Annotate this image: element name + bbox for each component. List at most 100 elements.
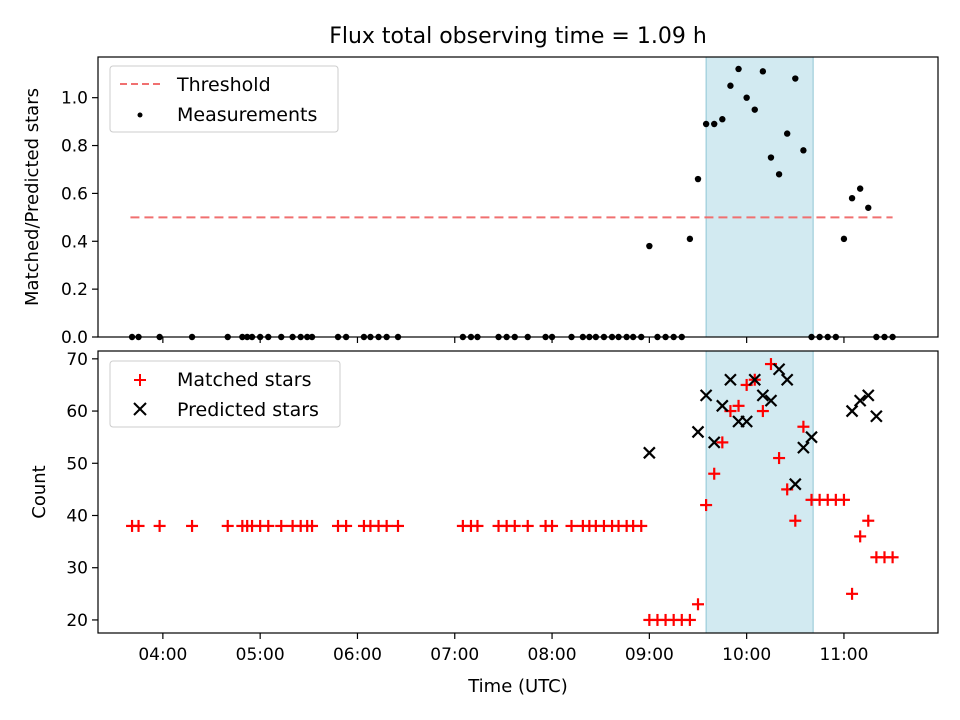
matched-star-point <box>837 493 850 506</box>
predicted-star-point <box>716 399 729 413</box>
predicted-star-point <box>707 436 721 449</box>
predicted-star-point <box>789 477 802 491</box>
measurement-point <box>889 333 896 341</box>
measurement-point <box>256 333 264 341</box>
measurement-point <box>568 333 575 341</box>
top-highlight-span <box>705 56 814 338</box>
predicted-star-point <box>805 430 818 444</box>
top-ytick-label: 0.2 <box>61 280 88 300</box>
measurement-point <box>156 333 163 341</box>
top-ytick-label: 0.6 <box>61 184 88 204</box>
measurement-point <box>459 333 467 341</box>
legend-predicted-swatch <box>133 402 147 416</box>
measurement-point <box>375 333 382 341</box>
matched-star-point <box>521 519 534 532</box>
measurement-point <box>334 333 342 341</box>
measurement-point <box>694 175 702 183</box>
predicted-star-point <box>845 404 859 418</box>
legend-predicted-label: Predicted stars <box>177 399 319 421</box>
measurement-point <box>278 333 285 341</box>
predicted-star-point <box>772 362 786 376</box>
legend-threshold-label: Threshold <box>176 74 271 96</box>
matched-star-point <box>546 519 559 532</box>
measurement-point <box>702 120 710 128</box>
legend-measurements-swatch <box>137 112 143 118</box>
measurement-point <box>224 333 231 341</box>
x-tick-label: 09:00 <box>625 645 674 665</box>
matched-star-point <box>692 598 704 611</box>
measurement-point <box>592 333 600 341</box>
measurement-point <box>128 333 136 341</box>
measurement-point <box>816 333 823 341</box>
predicted-star-point <box>699 389 713 402</box>
measurement-point <box>840 235 848 243</box>
matched-star-point <box>732 399 745 412</box>
predicted-star-point <box>780 373 794 387</box>
measurement-point <box>623 333 630 341</box>
measurement-point <box>615 333 622 341</box>
measurement-point <box>474 333 481 341</box>
bottom-ytick-label: 60 <box>66 402 88 422</box>
top-ytick-label: 0.8 <box>61 137 88 157</box>
matched-star-point <box>773 452 786 465</box>
measurement-point <box>367 333 374 341</box>
measurement-point <box>467 333 475 341</box>
matched-star-point <box>471 519 484 532</box>
measurement-point <box>727 82 734 89</box>
measurement-point <box>608 333 616 341</box>
matched-star-point <box>380 519 393 532</box>
matched-star-point <box>756 405 769 418</box>
measurement-point <box>342 333 350 341</box>
x-tick-label: 10:00 <box>722 645 771 665</box>
measurement-point <box>239 333 246 341</box>
measurement-point <box>751 106 758 113</box>
measurement-point <box>579 333 587 341</box>
top-legend-box <box>109 65 339 133</box>
x-tick-label: 04:00 <box>138 645 187 665</box>
measurement-point <box>629 333 637 341</box>
bottom-ytick-label: 70 <box>66 350 88 370</box>
matched-star-point <box>565 519 578 532</box>
bottom-ytick-label: 50 <box>66 454 88 474</box>
measurement-point <box>600 333 608 341</box>
bottom-plot-frame <box>97 350 939 634</box>
legend-matched-swatch <box>134 374 146 386</box>
predicted-star-point <box>756 389 770 402</box>
matched-star-point <box>132 519 145 532</box>
matched-star-point <box>854 530 867 543</box>
bottom-ytick-label: 20 <box>66 611 88 631</box>
measurement-point <box>775 171 783 178</box>
measurement-point <box>308 333 316 341</box>
top-plot-frame <box>97 56 939 338</box>
matched-star-point <box>683 613 696 626</box>
x-tick-label: 11:00 <box>819 645 868 665</box>
measurement-point <box>856 185 864 192</box>
measurement-point <box>188 333 196 341</box>
matched-star-point <box>262 519 275 532</box>
measurement-point <box>243 333 251 341</box>
measurement-point <box>792 75 799 82</box>
predicted-star-point <box>870 409 883 423</box>
predicted-star-point <box>748 373 762 387</box>
measurement-point <box>303 333 311 341</box>
predicted-star-point <box>740 415 753 428</box>
x-tick-label: 08:00 <box>528 645 577 665</box>
measurement-point <box>808 333 815 341</box>
measurement-point <box>542 333 549 341</box>
measurement-point <box>711 120 718 128</box>
legend-matched-label: Matched stars <box>177 369 311 391</box>
measurement-point <box>735 65 742 73</box>
x-tick-label: 05:00 <box>236 645 285 665</box>
measurement-point <box>848 194 856 202</box>
predicted-star-point <box>691 425 705 439</box>
measurement-point <box>297 333 304 341</box>
predicted-star-point <box>853 394 867 407</box>
measurement-point <box>548 333 556 341</box>
measurement-point <box>719 116 726 123</box>
matched-star-point <box>789 514 802 527</box>
matched-star-point <box>340 519 353 532</box>
measurement-point <box>759 68 767 75</box>
measurement-point <box>646 242 653 250</box>
matched-star-point <box>716 436 729 449</box>
measurement-point <box>670 333 677 341</box>
